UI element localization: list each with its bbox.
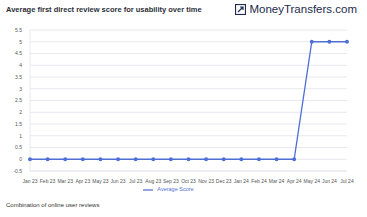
- html-text:Combination of online user rev: Combination of online user reviews: [6, 202, 100, 208]
- svg-text:4: 4: [19, 62, 22, 68]
- svg-text:1: 1: [19, 133, 22, 139]
- svg-text:Jul 24: Jul 24: [340, 178, 354, 184]
- svg-text:Feb 23: Feb 23: [40, 178, 56, 184]
- svg-text:2.5: 2.5: [15, 97, 22, 103]
- svg-text:3: 3: [19, 86, 22, 92]
- svg-text:Jan 23: Jan 23: [22, 178, 37, 184]
- svg-text:Jun 24: Jun 24: [322, 178, 337, 184]
- svg-text:0.5: 0.5: [15, 144, 22, 150]
- svg-text:Oct 23: Oct 23: [181, 178, 196, 184]
- svg-text:May 23: May 23: [92, 178, 109, 184]
- svg-text:Apr 23: Apr 23: [75, 178, 90, 184]
- svg-text:Jun 23: Jun 23: [111, 178, 126, 184]
- svg-text:Feb 24: Feb 24: [251, 178, 267, 184]
- svg-text:Mar 23: Mar 23: [57, 178, 73, 184]
- svg-text:Sep 23: Sep 23: [163, 178, 179, 184]
- svg-text:May 24: May 24: [304, 178, 321, 184]
- svg-text:Mar 24: Mar 24: [269, 178, 285, 184]
- svg-text:2: 2: [19, 109, 22, 115]
- svg-text:Nov 23: Nov 23: [198, 178, 214, 184]
- svg-text:4.5: 4.5: [15, 50, 22, 56]
- svg-text:-0.5: -0.5: [13, 168, 22, 174]
- html-text:Average first direct review sc: Average first direct review score for us…: [6, 5, 202, 14]
- svg-text:Aug 23: Aug 23: [145, 178, 161, 184]
- html-text:MoneyTransfers.com: MoneyTransfers.com: [249, 3, 357, 15]
- svg-text:0: 0: [19, 156, 22, 162]
- svg-text:1.5: 1.5: [15, 121, 22, 127]
- svg-text:Dec 23: Dec 23: [216, 178, 232, 184]
- svg-text:Jan 24: Jan 24: [234, 178, 249, 184]
- svg-text:5.5: 5.5: [15, 27, 22, 33]
- svg-text:Jul 23: Jul 23: [129, 178, 143, 184]
- svg-text:5: 5: [19, 39, 22, 45]
- html-text:Average Score: Average Score: [157, 186, 194, 193]
- svg-text:Apr 24: Apr 24: [287, 178, 302, 184]
- svg-text:3.5: 3.5: [15, 74, 22, 80]
